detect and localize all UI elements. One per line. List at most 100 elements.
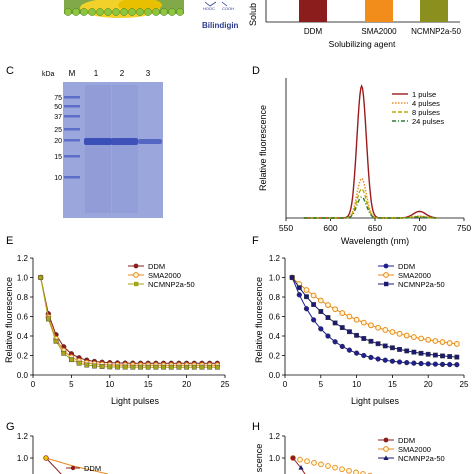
panel-e-ylabel: Relative fluorescence	[4, 277, 14, 363]
data-point	[432, 338, 439, 344]
data-point	[298, 465, 304, 470]
bar-ddm	[299, 0, 327, 22]
data-point	[439, 361, 446, 367]
data-point	[311, 317, 317, 323]
lane-label-3: 3	[146, 69, 151, 78]
panel-a: HOOC COOH Bilindigin	[64, 0, 239, 30]
data-point	[410, 334, 417, 340]
panel-d-ylabel: Relative fluorescence	[258, 105, 268, 191]
data-point	[403, 332, 410, 339]
y-tick-label: 0.8	[17, 293, 29, 302]
data-point	[318, 309, 324, 314]
x-tick-label: 600	[323, 223, 337, 233]
data-point	[296, 292, 302, 298]
marker-label: 75	[54, 95, 62, 102]
data-point	[440, 353, 445, 359]
legend-marker	[383, 446, 389, 452]
legend-label: DDM	[84, 464, 101, 473]
data-point	[107, 364, 113, 370]
legend-label: NCMNP2a-50	[398, 280, 445, 289]
data-point	[396, 359, 403, 365]
category-ncmnp2a-50: NCMNP2a-50	[411, 27, 461, 36]
data-point	[354, 332, 359, 338]
y-tick-label: 0.6	[17, 313, 29, 322]
data-point	[447, 354, 453, 359]
legend-marker	[133, 272, 139, 278]
lane-label-1: 1	[94, 69, 99, 78]
series-line	[40, 277, 218, 366]
marker-label: 10	[54, 175, 62, 182]
data-point	[418, 360, 424, 367]
data-point	[404, 360, 410, 366]
lane-label-2: 2	[120, 69, 125, 78]
panel-d: D Relative fluorescence Wavelength (nm) …	[252, 65, 471, 246]
category-ddm: DDM	[304, 27, 323, 36]
legend-label: 8 pulses	[412, 108, 440, 117]
panel-d-xlabel: Wavelength (nm)	[341, 236, 409, 246]
y-tick-label: 1.2	[269, 254, 281, 263]
panel-g-letter: G	[6, 421, 15, 433]
legend-label: SMA2000	[148, 271, 181, 280]
y-tick-label: 1.2	[17, 432, 29, 441]
y-tick-label: 0.6	[269, 313, 281, 322]
data-point	[425, 336, 432, 343]
lipid-head	[144, 8, 152, 16]
data-point	[375, 324, 381, 331]
series-line	[291, 277, 457, 366]
data-point	[368, 338, 374, 344]
data-point	[176, 364, 182, 370]
data-point	[389, 329, 396, 335]
x-tick-label: 10	[105, 380, 114, 389]
data-point	[290, 455, 296, 461]
legend-label: 4 pulses	[412, 99, 440, 108]
data-point	[404, 348, 410, 354]
lipid-head	[72, 8, 80, 16]
y-tick-label: 0.4	[269, 332, 281, 341]
y-tick-label: 1.0	[269, 454, 281, 463]
data-point	[368, 322, 374, 329]
data-point	[368, 354, 374, 361]
data-point	[332, 306, 339, 313]
panel-f-xlabel: Light pulses	[351, 396, 400, 406]
panel-e-xlabel: Light pulses	[111, 396, 160, 406]
data-point	[361, 336, 367, 341]
data-point	[339, 310, 346, 316]
x-tick-label: 550	[279, 223, 293, 233]
data-point	[304, 294, 309, 300]
data-point	[411, 360, 417, 366]
data-point	[425, 351, 431, 357]
legend-marker	[134, 281, 139, 287]
category-sma2000: SMA2000	[361, 27, 397, 36]
data-point	[439, 339, 446, 345]
data-point	[382, 327, 389, 333]
panel-h-ylabel: scence	[254, 444, 264, 473]
x-tick-label: 25	[460, 380, 469, 389]
data-point	[325, 315, 331, 320]
panel-e: E Relative fluorescence Light pulses 0.0…	[4, 235, 230, 406]
spectrum-line	[303, 196, 438, 219]
data-point	[191, 364, 197, 370]
lipid-head	[104, 8, 112, 16]
marker-label: 50	[54, 104, 62, 111]
data-point	[311, 459, 317, 466]
svg-text:HOOC: HOOC	[203, 6, 215, 11]
y-tick-label: 0.2	[17, 352, 29, 361]
data-point	[453, 341, 460, 347]
spectrum-line	[303, 188, 438, 219]
data-point	[454, 362, 460, 368]
marker-band	[64, 96, 80, 99]
data-point	[390, 345, 395, 351]
x-tick-label: 10	[352, 380, 361, 389]
x-tick-label: 700	[412, 223, 426, 233]
data-point	[161, 364, 166, 370]
legend-marker	[133, 263, 139, 269]
data-point	[425, 361, 431, 367]
data-point	[214, 364, 220, 370]
data-point	[99, 364, 105, 369]
data-point	[153, 364, 159, 370]
data-point	[296, 285, 302, 291]
y-tick-label: 0.2	[269, 352, 281, 361]
lane-label-m: M	[69, 69, 76, 78]
marker-band	[64, 176, 80, 179]
y-tick-label: 0.0	[17, 371, 29, 380]
